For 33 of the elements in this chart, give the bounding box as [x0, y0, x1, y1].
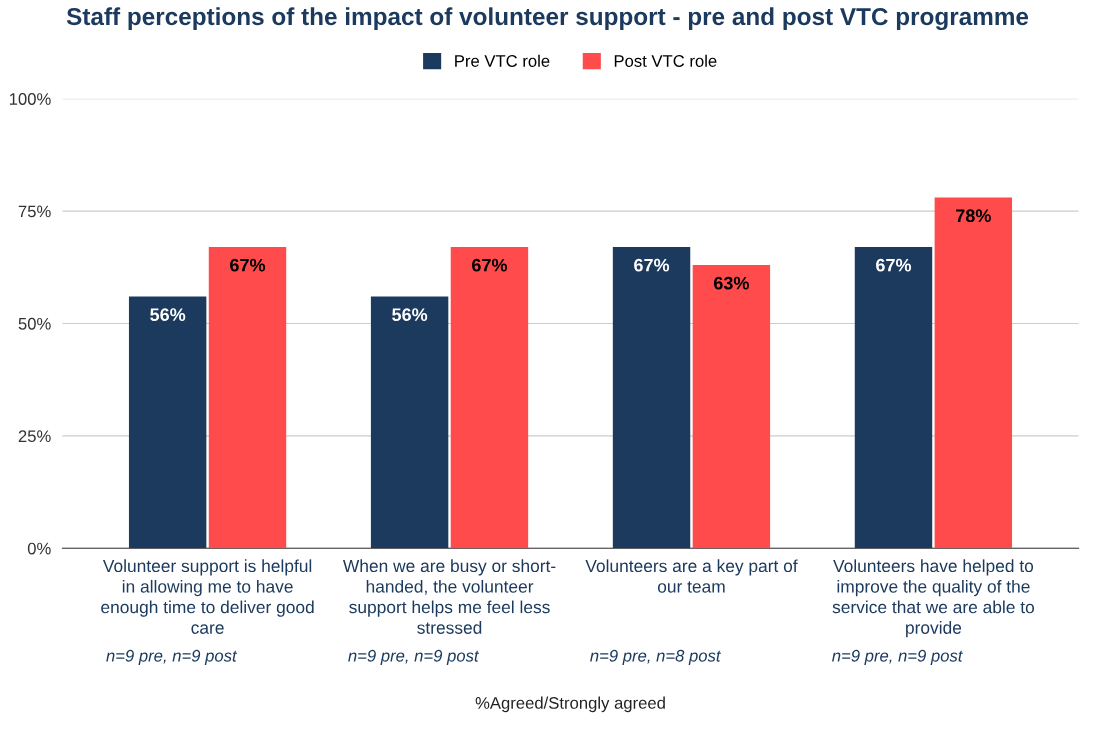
legend-label: Pre VTC role	[455, 54, 550, 67]
data-label: 67%	[634, 258, 670, 272]
data-label: 63%	[713, 276, 749, 290]
legend-label: Post VTC role	[614, 54, 717, 67]
chart-title: Staff perceptions of the impact of volunteer support - pre and post VTC programme	[66, 7, 1029, 31]
y-tick-label: 25%	[18, 430, 51, 443]
data-label: 67%	[230, 258, 266, 272]
y-tick-label: 100%	[9, 93, 51, 105]
bar	[692, 265, 771, 549]
y-tick-label: 75%	[18, 205, 51, 218]
bar	[854, 247, 933, 549]
y-tick-label: 50%	[18, 317, 51, 330]
x-tick-label: Volunteers are a key part of our team	[585, 559, 798, 593]
y-tick-label: 0%	[27, 542, 51, 555]
bar	[934, 197, 1013, 549]
text: n=9 pre, n=9 post	[832, 649, 964, 665]
x-tick-label: Volunteers have helped to improve the quality of the service that we are able to provide	[832, 559, 1035, 638]
bar	[612, 247, 691, 549]
bar	[450, 247, 529, 549]
x-tick-label: When we are busy or short- handed, the volunteer support helps me feel less stressed	[342, 559, 556, 634]
bar	[370, 296, 449, 549]
data-label: 56%	[150, 308, 186, 321]
bar	[208, 247, 287, 549]
text: n=9 pre, n=9 post	[348, 649, 480, 665]
bar	[128, 296, 207, 549]
data-label: 67%	[876, 258, 912, 272]
text: n=9 pre, n=9 post	[106, 649, 238, 665]
text: n=9 pre, n=8 post	[590, 649, 722, 665]
data-label: 78%	[956, 209, 991, 223]
x-tick-label: Volunteer support is helpful in allowing me to have enough time to deliver good care	[101, 559, 314, 634]
x-axis-title: %Agreed/Strongly agreed	[475, 696, 665, 713]
data-label: 67%	[472, 258, 508, 272]
data-label: 56%	[392, 308, 428, 321]
